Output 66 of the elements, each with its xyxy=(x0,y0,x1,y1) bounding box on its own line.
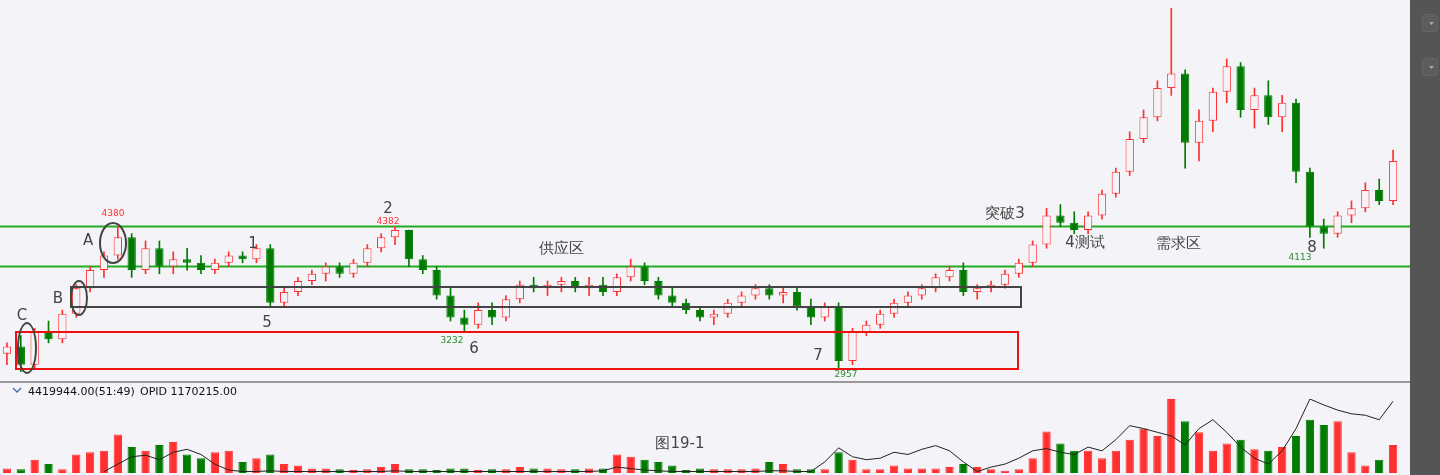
annotation: 1 xyxy=(248,234,258,252)
bar xyxy=(99,450,109,473)
bar xyxy=(196,458,206,473)
bar xyxy=(1194,432,1204,473)
text: 4419944.00(51:49) xyxy=(28,385,135,398)
bar xyxy=(252,458,261,473)
annotation: 4380 xyxy=(101,208,125,218)
bar xyxy=(1333,421,1342,473)
bar xyxy=(16,469,25,473)
annotation: 6 xyxy=(469,339,479,357)
annotation: B xyxy=(52,289,64,307)
bar xyxy=(58,469,67,473)
bar xyxy=(1305,419,1315,473)
annotation: 突破3 xyxy=(985,204,1025,222)
bar xyxy=(127,447,136,473)
bar xyxy=(1097,458,1107,473)
annotation: 4测试 xyxy=(1065,233,1105,251)
annotation: 7 xyxy=(813,346,823,364)
bar xyxy=(141,450,150,473)
bar xyxy=(931,468,940,473)
annotation: 3232 xyxy=(440,335,464,345)
bar xyxy=(1125,439,1134,473)
annotation: 图19-1 xyxy=(655,434,705,452)
bar xyxy=(1167,399,1176,473)
annotation: 2 xyxy=(383,199,393,217)
bar xyxy=(1056,443,1065,473)
bar xyxy=(1180,421,1190,473)
bar xyxy=(1083,450,1093,473)
bar xyxy=(1153,436,1162,473)
candlestick xyxy=(1319,218,1328,249)
bar xyxy=(85,452,95,473)
annotation: 需求区 xyxy=(1155,234,1201,252)
bar xyxy=(72,454,81,473)
bar xyxy=(169,441,178,473)
bar xyxy=(1278,447,1287,473)
bar xyxy=(1139,428,1148,473)
annotation: 2957 xyxy=(834,369,858,379)
candlestick xyxy=(182,247,192,271)
bar xyxy=(834,452,843,473)
bar xyxy=(986,469,996,473)
bar xyxy=(1347,452,1356,473)
bar xyxy=(1236,439,1245,473)
bar xyxy=(1222,443,1231,473)
bar xyxy=(1388,444,1398,473)
bar xyxy=(820,469,829,473)
bar xyxy=(1291,436,1301,473)
candlestick xyxy=(1167,8,1176,96)
bar xyxy=(1111,450,1120,473)
annotation: 5 xyxy=(262,313,272,331)
bar xyxy=(1250,449,1259,473)
text: OPID 1170215.00 xyxy=(140,385,237,398)
annotation: 供应区 xyxy=(538,239,584,257)
bar xyxy=(1319,424,1328,473)
bar xyxy=(862,469,871,473)
annotation: 4382 xyxy=(376,216,400,226)
bar xyxy=(1014,469,1023,473)
bar xyxy=(876,469,885,473)
bar xyxy=(182,454,192,473)
bar xyxy=(1042,431,1051,473)
annotation: C xyxy=(16,306,28,324)
bar xyxy=(113,434,122,473)
annotation: 4113 xyxy=(1288,252,1312,262)
bar xyxy=(1208,450,1218,473)
bar xyxy=(155,444,164,473)
annotation: A xyxy=(82,231,94,249)
bar xyxy=(1028,458,1037,473)
